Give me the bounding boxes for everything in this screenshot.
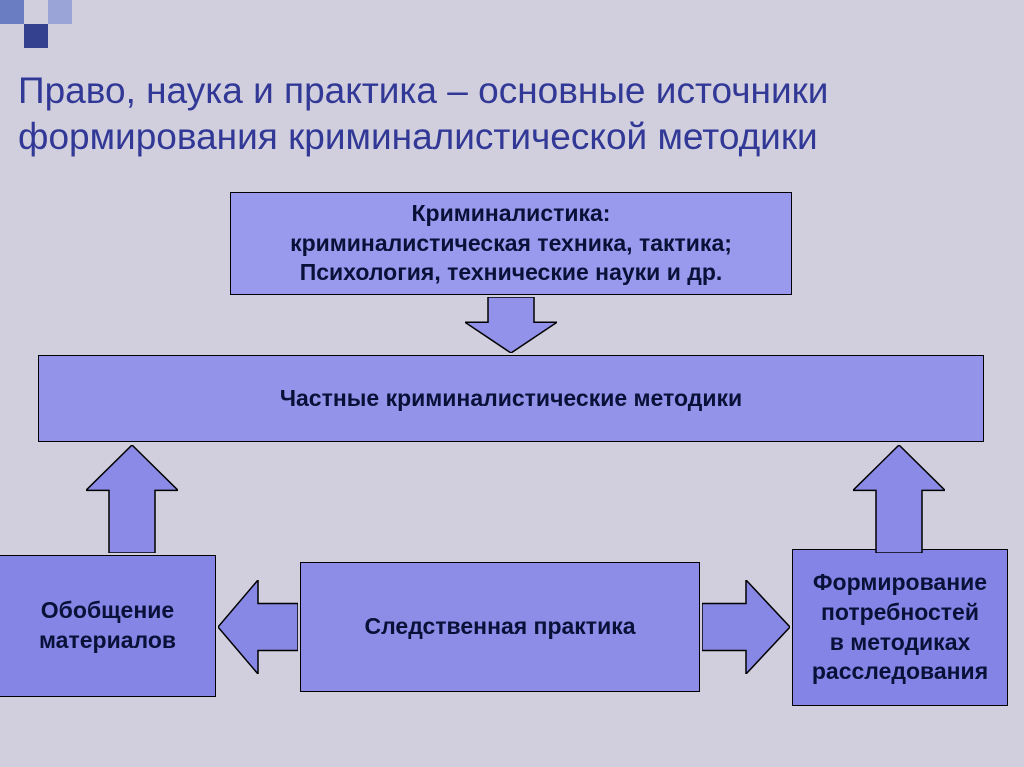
box-obobshchenie: Обобщениематериалов	[0, 555, 216, 697]
arrow-up-right-icon	[853, 445, 945, 553]
arrow-left-icon	[218, 580, 298, 674]
decor-sq	[24, 0, 48, 24]
box-formirovanie: Формированиепотребностейв методикахрассл…	[792, 549, 1008, 706]
decor-sq	[0, 0, 24, 24]
box-kriminalistika: Криминалистика:криминалистическая техник…	[230, 192, 792, 295]
arrow-down-icon	[465, 297, 557, 353]
arrow-up-left-icon	[86, 445, 178, 553]
box-sledstvennaya-praktika: Следственная практика	[300, 562, 700, 692]
box-chastnye-metodiki: Частные криминалистические методики	[38, 355, 984, 442]
arrow-right-icon	[702, 580, 790, 674]
slide-title: Право, наука и практика – основные источ…	[18, 68, 998, 161]
decor-sq	[0, 24, 24, 48]
decor-sq	[24, 24, 48, 48]
decor-sq	[48, 0, 72, 24]
corner-decoration	[0, 0, 72, 48]
